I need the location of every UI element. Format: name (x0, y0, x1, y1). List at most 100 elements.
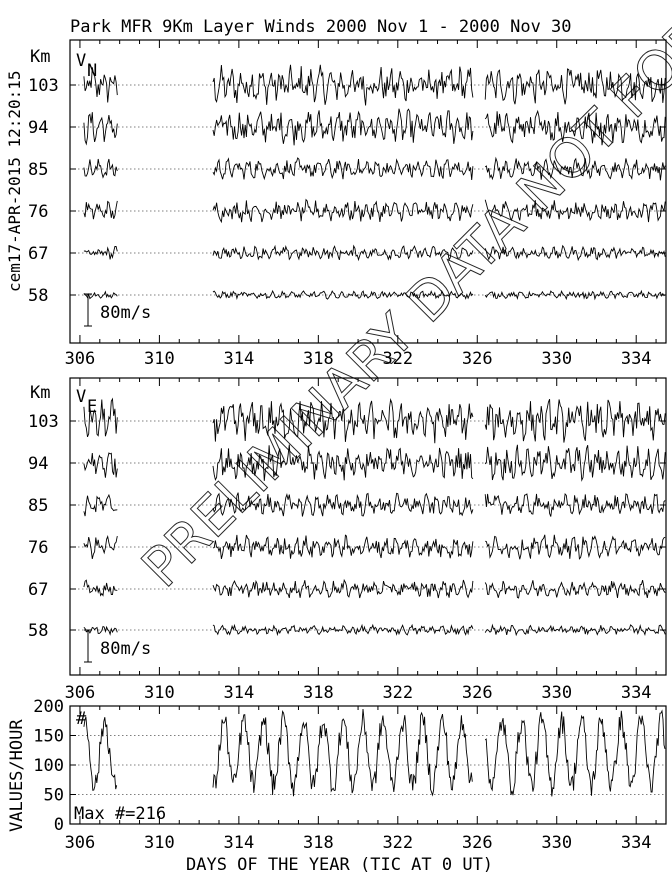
count-panel: VALUES/HOUR # 0 50 100 150 200 Max #=216 306… (7, 697, 667, 853)
wind-trace-85km (484, 156, 666, 181)
altitude-label: 76 (28, 538, 48, 558)
wind-trace-85km (83, 493, 118, 517)
count-x-tick-label: 306 (65, 833, 96, 853)
ve-x-tick-label: 322 (382, 683, 413, 703)
wind-trace-58km (484, 289, 666, 301)
wind-trace-85km (212, 492, 474, 517)
wind-trace-67km (484, 579, 666, 599)
ve-panel: Km V E 103 94 85 76 67 58 80m/s 306 310 314 318 3… (28, 377, 667, 703)
wind-trace-76km (83, 534, 118, 560)
vn-x-tick-label: 334 (621, 349, 652, 369)
wind-trace-67km (83, 246, 118, 260)
values-per-hour-trace (484, 709, 666, 797)
wind-trace-94km (83, 112, 118, 146)
altitude-label: 103 (28, 76, 59, 96)
wind-trace-58km (212, 623, 474, 637)
count-x-tick-label: 322 (382, 833, 413, 853)
wind-trace-103km (212, 398, 474, 444)
wind-trace-94km (212, 108, 474, 146)
wind-trace-58km (484, 623, 666, 637)
wind-trace-103km (484, 399, 666, 443)
vn-x-tick-label: 306 (65, 349, 96, 369)
wind-trace-58km (212, 289, 474, 301)
ve-x-tick-label: 318 (303, 683, 334, 703)
wind-trace-94km (484, 109, 666, 146)
wind-trace-58km (83, 625, 118, 636)
wind-trace-67km (83, 579, 118, 597)
ve-scale-bar (84, 629, 92, 663)
wind-trace-76km (484, 199, 666, 223)
altitude-label: 76 (28, 202, 48, 222)
wind-trace-67km (212, 578, 474, 599)
count-max-annotation: Max #=216 (74, 804, 166, 824)
ve-unit-label: Km (30, 383, 50, 403)
ve-x-tick-label: 314 (224, 683, 255, 703)
altitude-label: 94 (28, 118, 48, 138)
chart-title: Park MFR 9Km Layer Winds 2000 Nov 1 - 20… (70, 17, 572, 37)
wind-trace-76km (212, 534, 474, 560)
count-y-tick-label: 0 (54, 815, 64, 835)
vn-x-tick-label: 318 (303, 349, 334, 369)
wind-trace-94km (83, 452, 118, 478)
wind-trace-67km (484, 244, 666, 262)
wind-trace-58km (83, 290, 118, 300)
ve-x-tick-label: 334 (621, 683, 652, 703)
count-x-tick-label: 326 (462, 833, 493, 853)
wind-trace-85km (83, 158, 118, 179)
count-y-tick-label: 100 (33, 756, 64, 776)
ve-component-label: V (76, 387, 86, 407)
vn-unit-label: Km (30, 47, 50, 67)
count-x-tick-label: 334 (621, 833, 652, 853)
wind-trace-85km (212, 157, 474, 181)
wind-trace-103km (83, 397, 118, 438)
wind-trace-76km (212, 198, 474, 224)
ve-x-tick-label: 310 (144, 683, 175, 703)
ve-component-subscript: E (87, 397, 97, 417)
count-y-tick-label: 200 (33, 697, 64, 717)
count-y-tick-label: 150 (33, 727, 64, 747)
count-y-tick-label: 50 (44, 786, 64, 806)
altitude-label: 85 (28, 496, 48, 516)
vn-scale-bar (84, 293, 92, 327)
wind-trace-103km (83, 67, 118, 103)
count-x-tick-label: 310 (144, 833, 175, 853)
altitude-label: 58 (28, 286, 48, 306)
vn-x-tick-label: 322 (382, 349, 413, 369)
vn-panel-frame (69, 39, 667, 344)
values-per-hour-trace (212, 708, 473, 797)
altitude-label: 85 (28, 160, 48, 180)
ve-x-tick-label: 306 (65, 683, 96, 703)
vn-x-tick-label: 314 (224, 349, 255, 369)
altitude-label: 94 (28, 454, 48, 474)
wind-trace-103km (484, 68, 666, 105)
timestamp-side-label: cem17-APR-2015 12:20:15 (5, 70, 24, 292)
values-per-hour-trace (83, 716, 118, 791)
wind-trace-76km (83, 200, 118, 220)
wind-trace-67km (212, 244, 474, 262)
count-x-tick-label: 314 (224, 833, 255, 853)
vn-component-label: V (76, 51, 86, 71)
ve-x-tick-label: 326 (462, 683, 493, 703)
count-series-label: # (76, 709, 87, 729)
vn-x-tick-label: 310 (144, 349, 175, 369)
ve-scale-label: 80m/s (100, 639, 151, 659)
wind-trace-94km (484, 444, 666, 482)
altitude-label: 67 (28, 580, 48, 600)
count-x-tick-label: 330 (541, 833, 572, 853)
wind-trace-85km (484, 492, 666, 517)
ve-panel-frame (69, 377, 667, 676)
count-x-tick-label: 318 (303, 833, 334, 853)
vn-x-tick-label: 326 (462, 349, 493, 369)
x-axis-label: DAYS OF THE YEAR (TIC AT 0 UT) (186, 855, 493, 875)
count-ylabel: VALUES/HOUR (7, 719, 27, 832)
altitude-label: 67 (28, 244, 48, 264)
ve-x-tick-label: 330 (541, 683, 572, 703)
wind-trace-103km (212, 64, 474, 106)
vn-scale-label: 80m/s (100, 303, 151, 323)
vn-x-tick-label: 330 (541, 349, 572, 369)
wind-trace-94km (212, 444, 474, 481)
wind-trace-76km (485, 534, 666, 560)
altitude-label: 58 (28, 621, 48, 641)
